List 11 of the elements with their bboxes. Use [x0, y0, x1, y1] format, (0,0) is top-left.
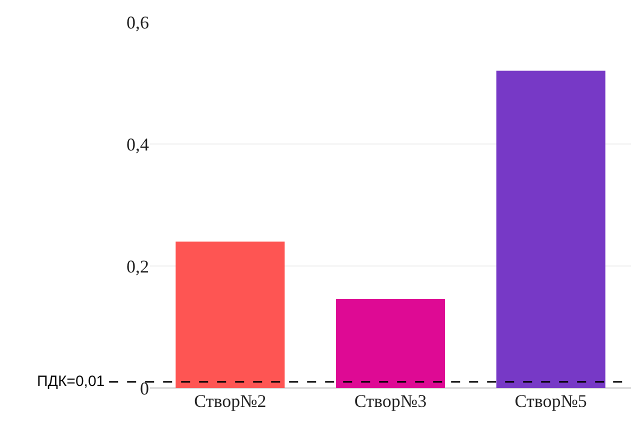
y-tick-label: 0,2	[126, 256, 149, 276]
x-tick-label: Створ№5	[514, 391, 587, 411]
bar	[176, 242, 285, 388]
ref-line-label: ПДК=0,01	[37, 373, 105, 390]
x-tick-label: Створ№3	[354, 391, 427, 411]
y-tick-label: 0,6	[126, 12, 149, 32]
x-tick-label: Створ№2	[194, 391, 266, 411]
bar	[336, 298, 446, 388]
y-tick-label: 0	[140, 378, 149, 398]
y-tick-label: 0,4	[126, 134, 149, 154]
bar	[496, 70, 606, 388]
